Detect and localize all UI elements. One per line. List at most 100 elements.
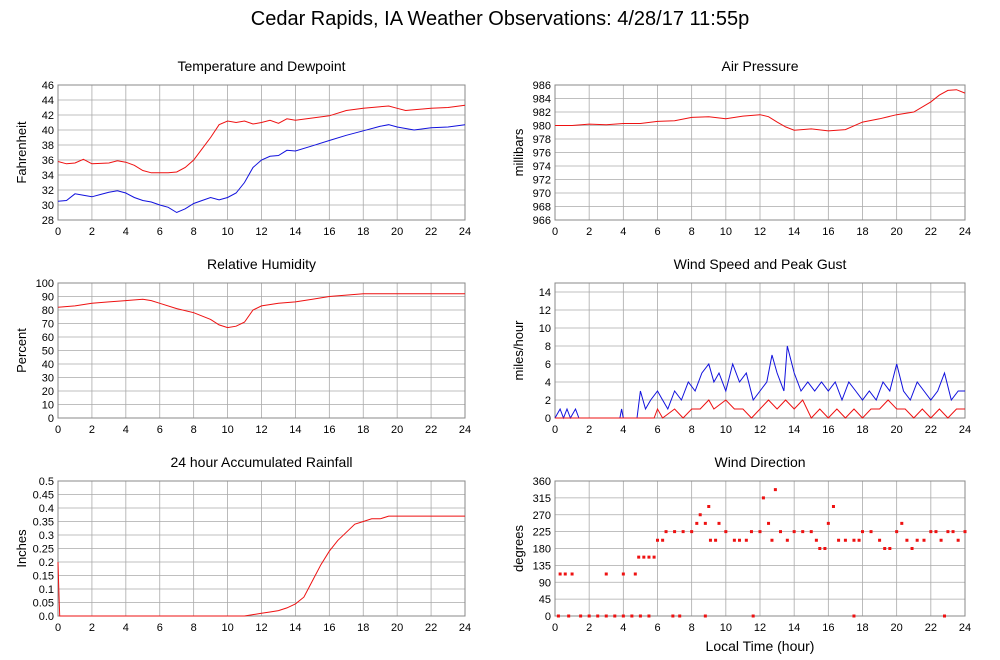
x-tick-label: 8 [689, 424, 695, 436]
x-tick-label: 20 [391, 424, 403, 436]
data-point [642, 555, 646, 559]
x-tick-label: 8 [689, 622, 695, 634]
x-tick-label: 14 [289, 622, 301, 634]
data-point [567, 614, 571, 618]
data-point [758, 530, 762, 534]
data-point [814, 538, 818, 542]
x-tick-label: 4 [620, 424, 626, 436]
y-tick-label: 982 [533, 107, 551, 119]
y-tick-label: 90 [42, 292, 54, 304]
x-tick-label: 20 [891, 622, 903, 634]
data-point [922, 538, 926, 542]
series-line-blue [554, 345, 965, 420]
y-tick-label: 32 [42, 185, 54, 197]
plot-frame [57, 480, 466, 617]
y-tick-label: 36 [42, 155, 54, 167]
x-tick-label: 16 [323, 622, 335, 634]
x-tick-label: 22 [425, 226, 437, 238]
data-point [869, 530, 873, 534]
plot-frame [554, 282, 966, 419]
data-point [690, 530, 694, 534]
data-point [558, 572, 562, 576]
data-point [678, 614, 682, 618]
x-tick-label: 20 [891, 226, 903, 238]
series-line-red [555, 89, 966, 132]
y-tick-label: 30 [42, 200, 54, 212]
y-tick-label: 34 [42, 170, 54, 182]
x-tick-label: 0 [552, 424, 558, 436]
data-point [638, 614, 642, 618]
data-point [717, 521, 721, 525]
y-tick-label: 0.25 [33, 544, 54, 556]
y-tick-label: 968 [533, 202, 551, 214]
y-tick-label: 70 [42, 319, 54, 331]
data-point [637, 555, 641, 559]
y-tick-label: 10 [539, 323, 551, 335]
series-line-red [555, 399, 965, 419]
data-point [744, 538, 748, 542]
plot-frame [554, 480, 966, 617]
series-line-red [57, 515, 465, 617]
y-tick-label: 38 [42, 140, 54, 152]
chart-title: Wind Speed and Peak Gust [674, 256, 847, 272]
x-tick-label: 8 [689, 226, 695, 238]
x-tick-label: 12 [255, 226, 267, 238]
data-point [831, 505, 835, 508]
plot-frame [554, 84, 966, 221]
x-tick-label: 14 [289, 424, 301, 436]
y-tick-label: 0.5 [39, 476, 54, 488]
data-point [671, 614, 675, 618]
data-point [826, 521, 830, 525]
y-tick-label: 60 [42, 332, 54, 344]
data-point [761, 496, 765, 500]
data-point [695, 521, 699, 525]
x-tick-label: 6 [157, 622, 163, 634]
y-tick-label: 315 [533, 493, 551, 505]
x-tick-label: 2 [89, 226, 95, 238]
data-point [861, 530, 864, 534]
data-point [703, 614, 707, 618]
data-point [934, 530, 938, 534]
x-tick-label: 18 [856, 226, 868, 238]
y-tick-label: 976 [533, 148, 551, 160]
chart-title: 24 hour Accumulated Rainfall [170, 454, 352, 470]
data-point [714, 538, 718, 542]
y-tick-label: 978 [533, 134, 551, 146]
data-point [895, 530, 899, 534]
y-tick-label: 45 [539, 594, 551, 606]
y-tick-label: 972 [533, 175, 551, 187]
series-line-red [57, 293, 465, 329]
x-tick-label: 6 [654, 622, 660, 634]
data-point [929, 530, 933, 534]
y-tick-label: 0 [545, 611, 551, 623]
x-tick-label: 20 [391, 226, 403, 238]
x-tick-label: 24 [959, 226, 971, 238]
y-tick-label: 0.45 [33, 490, 54, 502]
y-tick-label: 90 [539, 577, 551, 589]
y-tick-label: 10 [42, 400, 54, 412]
y-axis-label: millibars [511, 128, 526, 176]
y-tick-label: 360 [533, 476, 551, 488]
x-tick-label: 6 [654, 226, 660, 238]
y-tick-label: 970 [533, 188, 551, 200]
x-tick-label: 2 [586, 226, 592, 238]
data-point [915, 538, 919, 542]
x-tick-label: 0 [55, 226, 61, 238]
x-tick-label: 0 [552, 226, 558, 238]
x-tick-label: 18 [856, 622, 868, 634]
data-point [630, 614, 634, 618]
x-tick-label: 18 [357, 622, 369, 634]
data-point [963, 530, 967, 534]
x-tick-label: 20 [891, 424, 903, 436]
x-tick-label: 18 [357, 424, 369, 436]
y-tick-label: 8 [545, 341, 551, 353]
y-tick-label: 4 [545, 377, 551, 389]
x-tick-label: 4 [620, 622, 626, 634]
data-point [910, 547, 914, 550]
x-tick-label: 2 [586, 622, 592, 634]
y-tick-label: 135 [533, 560, 551, 572]
x-tick-label: 14 [289, 226, 301, 238]
x-tick-label: 24 [959, 622, 971, 634]
x-tick-label: 24 [459, 622, 471, 634]
data-point [647, 555, 651, 559]
